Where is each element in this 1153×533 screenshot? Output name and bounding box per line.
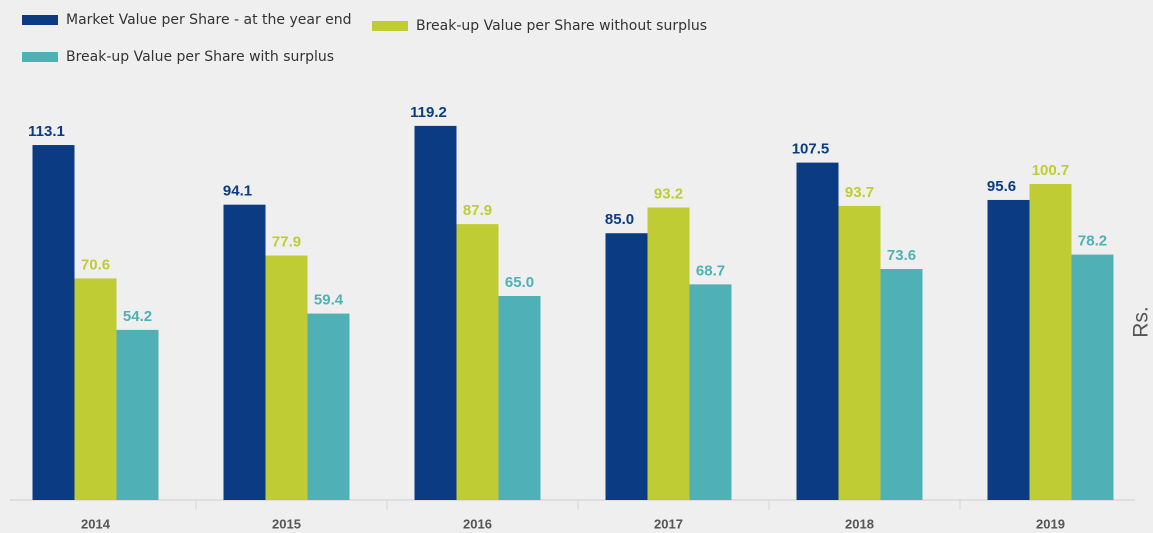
legend-swatch <box>372 21 408 31</box>
bar <box>32 145 75 501</box>
x-tick-label: 2014 <box>81 516 111 531</box>
value-label: 119.2 <box>410 104 447 121</box>
value-label: 73.6 <box>887 247 916 264</box>
value-label: 54.2 <box>123 308 152 325</box>
value-label: 87.9 <box>463 202 492 219</box>
value-label: 95.6 <box>987 178 1016 195</box>
legend-text: Break-up Value per Share without surplus <box>416 18 707 34</box>
bar <box>689 284 732 500</box>
value-label: 93.7 <box>845 184 874 201</box>
bar <box>605 233 648 500</box>
value-label: 77.9 <box>272 233 301 250</box>
value-label: 113.1 <box>28 123 65 140</box>
legend-swatch <box>22 15 58 25</box>
legend-swatch <box>22 52 58 62</box>
bar <box>456 224 499 501</box>
value-label: 93.2 <box>654 185 683 202</box>
bar <box>647 207 690 500</box>
bar <box>987 199 1030 500</box>
bar <box>116 329 159 500</box>
bar <box>223 204 266 500</box>
value-label: 107.5 <box>792 141 830 158</box>
value-label: 78.2 <box>1078 233 1107 250</box>
bar <box>498 296 541 500</box>
value-label: 94.1 <box>223 183 252 200</box>
value-label: 100.7 <box>1032 162 1070 179</box>
bar <box>265 255 308 500</box>
bar <box>880 269 923 500</box>
bar <box>414 125 457 500</box>
bar <box>1029 183 1072 501</box>
x-tick-label: 2016 <box>463 516 492 531</box>
y-axis-label: Rs. <box>1130 306 1153 338</box>
legend-text: Break-up Value per Share with surplus <box>66 49 334 65</box>
x-tick-label: 2019 <box>1036 516 1065 531</box>
bar <box>74 278 117 500</box>
bar <box>796 162 839 500</box>
bar <box>838 205 881 500</box>
value-label: 85.0 <box>605 211 634 228</box>
x-tick-label: 2017 <box>654 516 683 531</box>
value-label: 65.0 <box>505 274 534 291</box>
value-label: 70.6 <box>81 256 110 273</box>
bar <box>307 313 350 500</box>
x-tick-label: 2015 <box>272 516 301 531</box>
bar <box>1071 254 1114 500</box>
legend-text: Market Value per Share - at the year end <box>66 12 352 28</box>
x-tick-label: 2018 <box>845 516 874 531</box>
value-label: 59.4 <box>314 292 344 309</box>
value-label: 68.7 <box>696 262 725 279</box>
